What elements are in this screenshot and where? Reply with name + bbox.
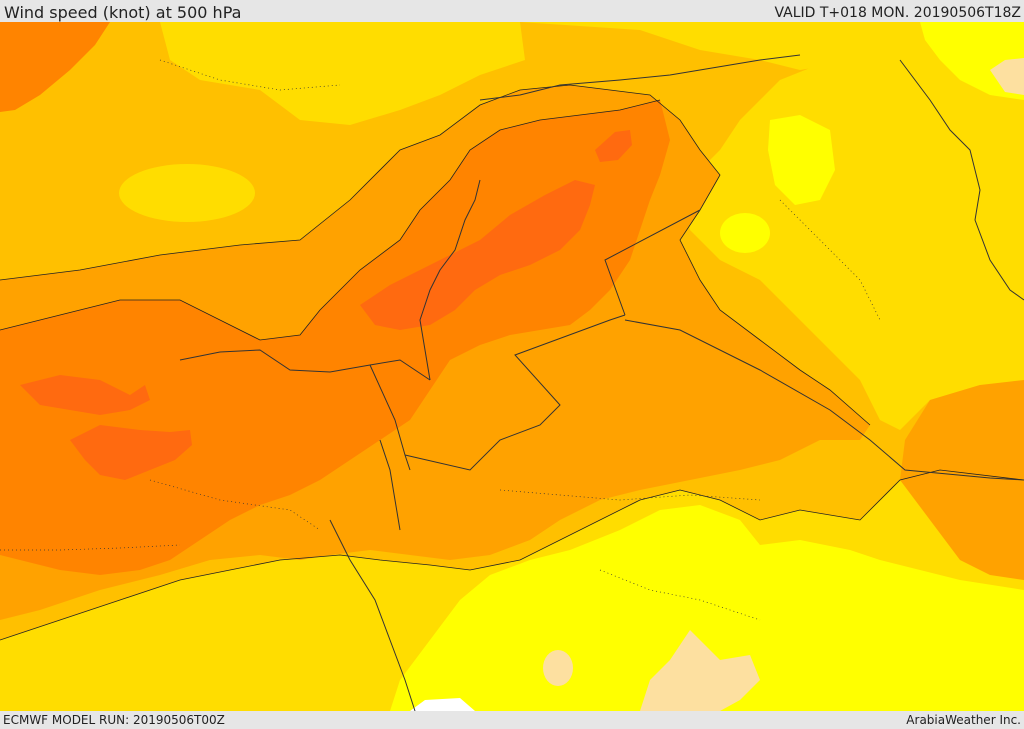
coastline-gulf-aqaba [379, 439, 401, 531]
contour-line-3 [0, 469, 1024, 641]
contour-line-1 [0, 84, 871, 426]
band-1-west-iraq [720, 213, 770, 253]
map-header: Wind speed (knot) at 500 hPa VALID T+018… [0, 0, 1024, 22]
border-jordan-saudi [404, 314, 626, 471]
coastline-egypt [179, 349, 431, 381]
internal-boundary-2 [149, 479, 321, 531]
model-run: ECMWF MODEL RUN: 20190506T00Z [3, 713, 225, 727]
border-syria-turkey [479, 54, 801, 101]
band-6-egypt-west [20, 375, 150, 415]
wind-speed-map [0, 22, 1024, 711]
band-1-iraq [768, 115, 835, 205]
band-2-cyprus-west [119, 164, 255, 222]
coastline-red-sea [329, 519, 416, 711]
band-6-levant [360, 180, 595, 330]
band-6-egypt-center [70, 425, 192, 480]
coastline-east-med [419, 179, 481, 381]
calm-band-south [640, 630, 760, 711]
band-4-east [900, 380, 1024, 580]
border-jordan-iraq [604, 209, 701, 316]
band-5-north-syria [0, 22, 110, 112]
internal-boundaries [0, 59, 881, 621]
band-2-north [160, 22, 525, 125]
map-footer: ECMWF MODEL RUN: 20190506T00Z ArabiaWeat… [0, 711, 1024, 729]
border-iran-iraq [899, 59, 1024, 301]
no-data-patch [410, 698, 475, 711]
internal-boundary-5 [779, 199, 881, 321]
calm-band-northeast [990, 58, 1024, 95]
border-egypt-israel [369, 364, 411, 471]
valid-time: VALID T+018 MON. 20190506T18Z [774, 5, 1021, 21]
boundaries [179, 54, 1024, 711]
internal-boundary-4 [599, 569, 761, 621]
internal-boundary-3 [499, 489, 761, 501]
border-saudi-iraq [624, 319, 1024, 481]
provider-credit: ArabiaWeather Inc. [906, 713, 1021, 727]
band-2-east [520, 22, 1024, 430]
contour-lines [0, 84, 1024, 641]
band-6-turkey [595, 130, 632, 162]
calm-band-south-spot [543, 650, 573, 686]
contour-line-2 [0, 99, 661, 341]
map-title: Wind speed (knot) at 500 hPa [4, 3, 242, 22]
